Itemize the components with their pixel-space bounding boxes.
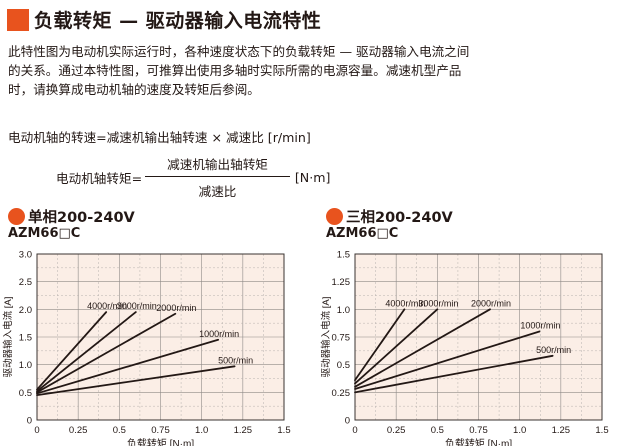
chart-single-phase: 0 0.25 0.5 0.75 1.0 1.25 1.5 0 0.5 1.0 1.5 2.0 2.5 3.…: [2, 250, 291, 446]
series-label: 3000r/min: [117, 301, 157, 311]
y-tick-label: 0: [27, 416, 32, 427]
x-tick-label: 0.25: [69, 425, 88, 436]
y-tick-label: 1.5: [19, 333, 32, 344]
y-axis-label: 驱动器输入电流 [A]: [2, 297, 14, 378]
x-tick-label: 1.25: [234, 425, 253, 436]
y-tick-label: 0.25: [332, 388, 351, 399]
x-tick-label: 0.75: [151, 425, 170, 436]
series-line: [36, 365, 236, 397]
page-header: 负载转矩 — 驱动器输入电流特性: [7, 6, 321, 33]
description-paragraph: 此特性图为电动机实际运行时，各种速度状态下的负载转矩 — 驱动器输入电流之间的关…: [8, 44, 470, 98]
torque-formula-unit: [N·m]: [294, 169, 331, 185]
x-axis-label: 负载转矩 [N·m]: [445, 437, 512, 446]
chart-three-phase: 0 0.25 0.5 0.75 1.0 1.25 1.5 0 0.25 0.5 0.75 1.0 1.2…: [320, 250, 609, 446]
x-tick-label: 0.5: [113, 425, 126, 436]
series-line: [36, 311, 108, 391]
series-line: [36, 311, 137, 393]
series-label: 1000r/min: [199, 329, 239, 339]
x-tick-label: 1.5: [277, 425, 290, 436]
y-tick-label: 1.5: [337, 250, 350, 261]
series-label: 4000r/min: [87, 301, 127, 311]
x-axis-label: 负载转矩 [N·m]: [127, 437, 194, 446]
y-tick-label: 2.0: [19, 305, 32, 316]
plot-frame: [36, 253, 285, 421]
y-tick-label: 2.5: [19, 277, 32, 288]
series-line: [36, 312, 177, 394]
plot-frame: [354, 253, 603, 421]
series-label: 2000r/min: [156, 303, 196, 313]
x-tick-label: 1.5: [595, 425, 608, 436]
chart-1-phase-label: 单相200-240V: [28, 210, 135, 226]
y-tick-label: 1.25: [332, 277, 351, 288]
y-tick-label: 0.75: [332, 333, 351, 344]
orange-square-icon: [7, 8, 29, 31]
x-tick-label: 0.5: [431, 425, 444, 436]
x-tick-label: 0.75: [469, 425, 488, 436]
orange-dot-icon: [8, 208, 25, 225]
y-tick-label: 0: [345, 416, 350, 427]
y-tick-label: 0.5: [19, 388, 32, 399]
series-line: [354, 330, 541, 390]
y-axis-label: 驱动器输入电流 [A]: [320, 297, 332, 378]
y-tick-label: 1.0: [337, 305, 350, 316]
torque-formula-numerator: 减速机输出轴转矩: [145, 154, 290, 177]
y-tick-label: 1.0: [19, 360, 32, 371]
torque-formula-lhs: 电动机轴转矩=: [56, 170, 143, 186]
chart-2-model: AZM66□C: [326, 226, 399, 241]
series-label: 3000r/min: [418, 298, 458, 308]
x-tick-label: 1.25: [552, 425, 571, 436]
y-tick-label: 3.0: [19, 250, 32, 261]
series-line: [354, 308, 491, 388]
torque-formula-denominator: 减速比: [198, 184, 237, 199]
series-line: [354, 308, 439, 385]
series-label: 4000r/min: [385, 298, 425, 308]
speed-formula: 电动机轴的转速=减速机输出轴转速 × 减速比 [r/min]: [8, 130, 311, 145]
orange-dot-icon: [326, 208, 343, 225]
series-line: [354, 308, 406, 382]
chart-2-heading: 三相200-240V: [326, 206, 453, 227]
page-title: 负载转矩 — 驱动器输入电流特性: [34, 10, 322, 32]
x-tick-label: 0: [34, 425, 39, 436]
x-tick-label: 1.0: [513, 425, 526, 436]
series-line: [36, 338, 220, 395]
chart-2-phase-label: 三相200-240V: [346, 210, 453, 226]
x-tick-label: 0: [352, 425, 357, 436]
chart-1-model: AZM66□C: [8, 226, 81, 241]
series-label: 500r/min: [536, 345, 571, 355]
series-line: [354, 354, 554, 394]
series-label: 2000r/min: [471, 298, 511, 308]
x-tick-label: 0.25: [387, 425, 406, 436]
y-tick-label: 0.5: [337, 360, 350, 371]
chart-1-heading: 单相200-240V: [8, 206, 135, 227]
series-label: 1000r/min: [520, 320, 560, 330]
torque-formula: 电动机轴转矩= 减速机输出轴转矩 减速比 [N·m]: [56, 154, 330, 200]
x-tick-label: 1.0: [195, 425, 208, 436]
series-label: 500r/min: [218, 355, 253, 365]
torque-formula-fraction: 减速机输出轴转矩 减速比: [145, 154, 290, 200]
